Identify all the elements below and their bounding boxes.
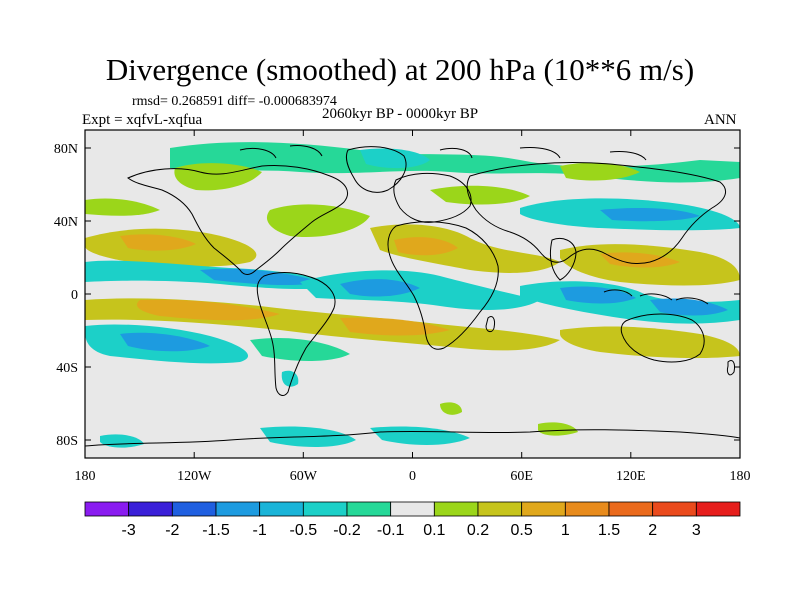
lat-label: 0	[71, 288, 78, 303]
colorbar-label: -1.5	[202, 522, 230, 539]
colorbar-label: 3	[692, 522, 701, 539]
lon-ticks	[84, 130, 741, 458]
lon-label: 120W	[177, 469, 212, 484]
field-blob	[340, 317, 450, 336]
coast-north-america	[127, 165, 348, 275]
lon-label: 0	[409, 469, 416, 484]
coast-europe	[393, 172, 472, 223]
coast-antarctica	[85, 429, 740, 447]
lon-label: 120E	[616, 469, 646, 484]
colorbar-swatch	[564, 501, 610, 517]
coast-madagascar	[485, 315, 495, 333]
lon-label: 180	[730, 469, 751, 484]
field-blob	[600, 208, 700, 222]
colorbar-label: -0.2	[333, 522, 361, 539]
colorbar-swatch	[390, 501, 435, 517]
colorbar-swatch	[302, 501, 348, 517]
lat-label: 40N	[54, 215, 78, 230]
colorbar-label: -2	[165, 522, 179, 539]
colorbar-swatch	[346, 501, 392, 517]
field-blob	[370, 426, 470, 445]
colorbar-label: 0.5	[511, 522, 533, 539]
field-blob	[560, 326, 740, 359]
colorbar-swatch	[128, 501, 173, 517]
field-blob	[136, 299, 280, 321]
field-blob	[340, 279, 420, 297]
coast-australia	[620, 313, 705, 363]
colorbar-swatch	[84, 501, 130, 517]
field-blob	[560, 162, 640, 181]
field-blob	[174, 163, 262, 191]
coast-new-zealand	[727, 359, 735, 376]
field-blob	[250, 337, 350, 361]
colorbar-swatch	[521, 501, 566, 517]
field-blob	[394, 237, 458, 256]
field-blob	[430, 185, 530, 205]
coast-indonesia	[603, 289, 709, 305]
colorbar-swatch	[433, 501, 479, 517]
period-label: 2060kyr BP - 0000kyr BP	[322, 106, 479, 122]
colorbar-label: 1.5	[598, 522, 620, 539]
field-blob	[538, 422, 578, 436]
plot-title: Divergence (smoothed) at 200 hPa (10**6 …	[105, 52, 695, 87]
lat-labels: 80N 40N 0 40S 80S	[54, 142, 78, 449]
colorbar-swatch	[695, 501, 741, 517]
coast-asia	[466, 162, 727, 265]
colorbar-swatch	[171, 501, 217, 517]
colorbar-label: 0.1	[423, 522, 445, 539]
lon-label: 60E	[510, 469, 533, 484]
lon-labels: 180 120W 60W 0 60E 120E 180	[75, 469, 751, 484]
lon-label: 180	[75, 469, 96, 484]
field-blob	[560, 286, 636, 304]
colorbar-label: -1	[253, 522, 267, 539]
colorbar-label: -0.5	[290, 522, 318, 539]
colorbar-swatch	[259, 501, 304, 517]
coast-arctic-islands	[239, 145, 647, 161]
field-blob	[650, 298, 728, 316]
field-blob	[85, 198, 160, 216]
colorbar-swatch	[215, 501, 261, 517]
colorbar-label: -3	[122, 522, 136, 539]
coast-south-america	[256, 272, 336, 396]
field-blob	[600, 252, 680, 268]
field-blob	[370, 224, 560, 273]
colorbar-swatch	[477, 501, 523, 517]
field-blob	[360, 148, 430, 169]
colorbar-label: 0.2	[467, 522, 489, 539]
lon-label: 60W	[290, 469, 318, 484]
field-blob	[120, 234, 196, 251]
experiment-label: Expt = xqfvL-xqfua	[82, 112, 203, 128]
colorbar-swatch	[652, 501, 697, 517]
colorbar-swatch	[608, 501, 654, 517]
coast-greenland	[345, 146, 407, 193]
lat-ticks	[85, 147, 740, 441]
lat-label: 40S	[56, 361, 78, 376]
field-blob	[120, 332, 210, 352]
field-blob	[266, 204, 370, 238]
colorbar-label: 1	[561, 522, 570, 539]
colorbar-label: -0.1	[377, 522, 405, 539]
lat-label: 80S	[56, 434, 78, 449]
stats-text: rmsd= 0.268591 diff= -0.000683974	[132, 94, 337, 109]
coast-africa	[387, 221, 499, 350]
coast-india	[549, 238, 577, 281]
season-label: ANN	[704, 112, 737, 128]
field-blob	[440, 402, 462, 415]
lat-label: 80N	[54, 142, 78, 157]
coastlines	[85, 145, 740, 447]
colorbar-label: 2	[648, 522, 657, 539]
field-blob	[200, 268, 320, 286]
colorbar: -3 -2 -1.5 -1 -0.5 -0.2 -0.1 0.1 0.2 0.5 1 1.5 2 3	[84, 501, 741, 539]
